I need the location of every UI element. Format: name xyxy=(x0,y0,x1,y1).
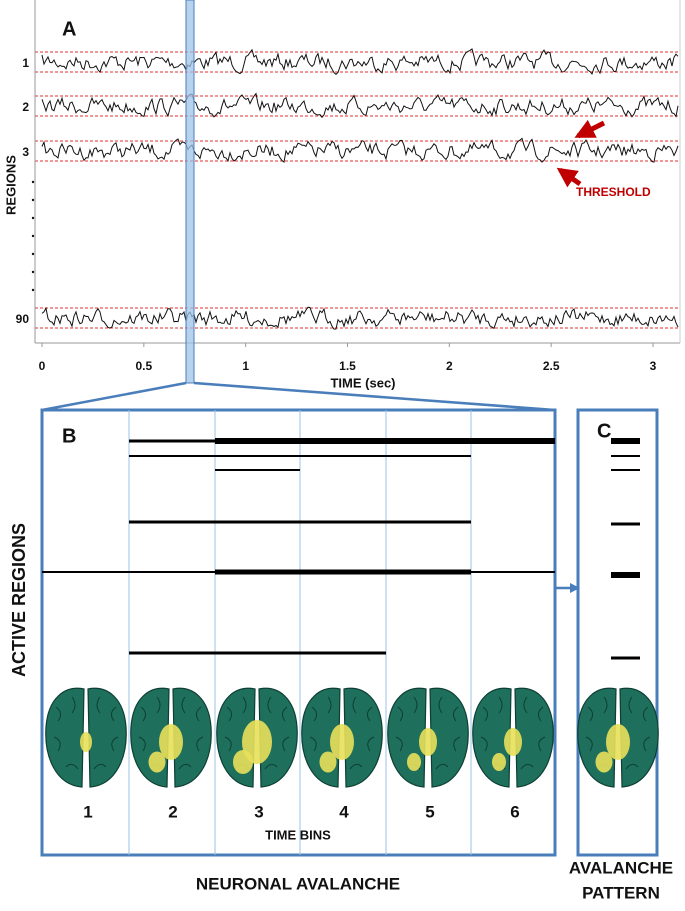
caption: NEURONAL AVALANCHE xyxy=(196,874,400,893)
x-tick-label: 0 xyxy=(39,359,46,373)
signal-trace xyxy=(41,137,679,164)
bin-dividers xyxy=(128,410,472,855)
active-area xyxy=(233,750,253,774)
active-area xyxy=(159,724,183,760)
caption: AVALANCHE xyxy=(569,858,673,877)
signal-trace xyxy=(41,48,679,76)
caption: PATTERN xyxy=(582,883,660,902)
x-tick-label: 2.5 xyxy=(543,359,560,373)
active-area xyxy=(606,724,630,760)
region-label: 1 xyxy=(22,56,29,70)
brain xyxy=(301,687,383,788)
active-area xyxy=(419,728,437,756)
hemisphere xyxy=(258,687,298,788)
active-area xyxy=(595,751,613,773)
active-area xyxy=(492,753,506,771)
brain xyxy=(130,687,212,788)
signal-traces xyxy=(35,48,680,330)
bin-label: 5 xyxy=(425,802,434,821)
x-tick-label: 0.5 xyxy=(135,359,152,373)
hemisphere xyxy=(429,687,469,788)
signal-trace xyxy=(41,306,679,330)
y-axis-label: ACTIVE REGIONS xyxy=(9,523,29,677)
x-tick-label: 3 xyxy=(650,359,657,373)
time-window xyxy=(185,0,195,384)
bin-label: 4 xyxy=(339,802,349,821)
x-axis-label: TIME BINS xyxy=(265,827,331,842)
hemisphere xyxy=(87,687,127,788)
hemisphere xyxy=(514,687,554,788)
brain xyxy=(45,687,127,788)
zoom-line xyxy=(41,381,187,412)
ellipsis-dots xyxy=(31,180,35,292)
zoom-line xyxy=(193,381,556,412)
bin-label: 2 xyxy=(168,802,177,821)
panel-label: C xyxy=(597,420,611,442)
bin-label: 3 xyxy=(254,802,263,821)
sulci xyxy=(53,696,119,770)
region-label: 3 xyxy=(22,145,29,159)
hemisphere xyxy=(343,687,383,788)
hemisphere xyxy=(172,687,212,788)
active-area xyxy=(407,753,421,771)
panel-label: B xyxy=(62,425,76,447)
region-label: 2 xyxy=(22,100,29,114)
brain xyxy=(472,687,554,788)
bin-label: 6 xyxy=(510,802,519,821)
brains xyxy=(45,687,659,788)
x-tick-label: 1.5 xyxy=(339,359,356,373)
panel-b-frame xyxy=(40,408,557,857)
brain xyxy=(216,687,298,788)
x-axis-label: TIME (sec) xyxy=(330,375,395,390)
panel-c-frame xyxy=(576,408,659,857)
active-area xyxy=(80,732,92,752)
bin-label: 1 xyxy=(83,802,92,821)
pattern-bars xyxy=(611,438,640,660)
signal-trace xyxy=(41,92,679,119)
threshold-arrow xyxy=(556,167,582,188)
x-tick-label: 1 xyxy=(242,359,249,373)
brain xyxy=(577,687,659,788)
threshold-arrow xyxy=(574,119,606,139)
annotation: THRESHOLD xyxy=(576,185,651,199)
panel-label: A xyxy=(62,18,76,40)
active-area xyxy=(330,724,354,760)
hemisphere xyxy=(45,687,85,788)
x-tick-label: 2 xyxy=(446,359,453,373)
activity-bars xyxy=(42,438,555,655)
active-area xyxy=(504,728,522,756)
brain xyxy=(387,687,469,788)
region-label: 90 xyxy=(16,312,30,326)
y-axis-label: REGIONS xyxy=(3,155,18,215)
hemisphere xyxy=(619,687,659,788)
active-area xyxy=(319,751,337,773)
active-area xyxy=(148,751,166,773)
